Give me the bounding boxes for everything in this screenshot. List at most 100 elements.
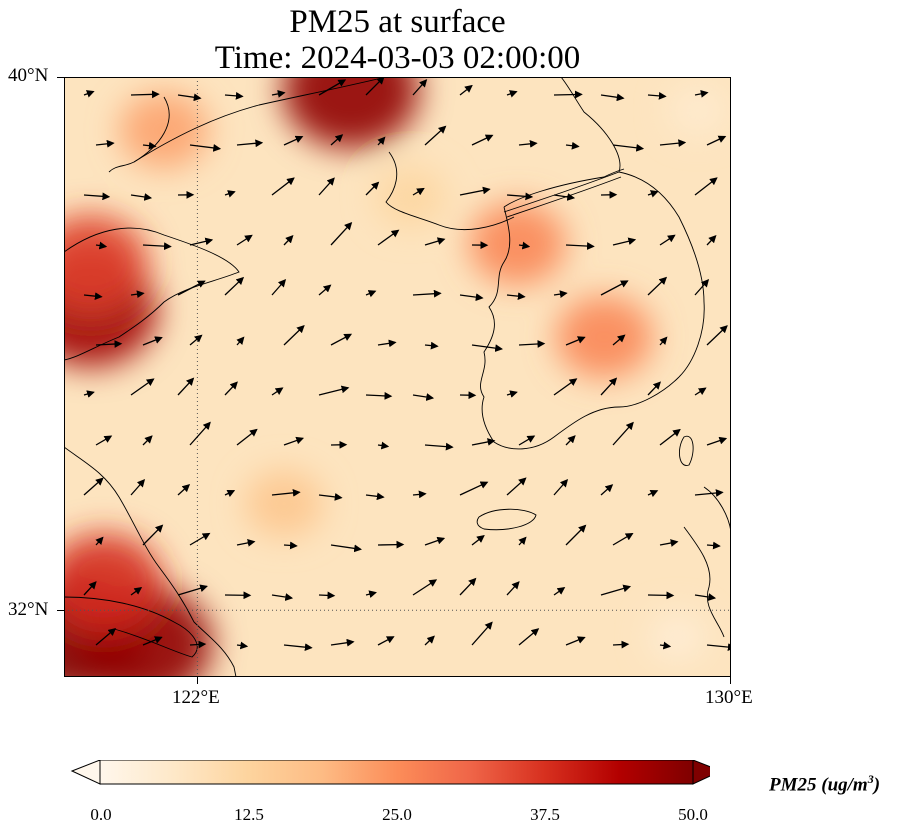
wind-arrow bbox=[330, 638, 355, 647]
lat-label-32N: 32°N bbox=[8, 599, 49, 620]
wind-arrow bbox=[518, 628, 540, 646]
wind-arrow bbox=[424, 536, 446, 546]
wind-arrow bbox=[224, 276, 245, 296]
wind-arrow bbox=[283, 436, 305, 446]
wind-arrow bbox=[506, 192, 534, 201]
wind-arrow bbox=[506, 477, 527, 496]
wind-arrow bbox=[365, 181, 380, 196]
wind-arrow bbox=[236, 336, 245, 346]
wind-arrow bbox=[130, 290, 145, 299]
wind-arrow bbox=[518, 340, 546, 348]
wind-arrow bbox=[412, 289, 442, 298]
wind-arrow bbox=[142, 524, 164, 546]
wind-arrow bbox=[271, 279, 287, 296]
coastline-korea-east bbox=[618, 171, 705, 378]
wind-arrow bbox=[659, 539, 679, 547]
colorbar-gradient bbox=[99, 760, 694, 785]
wind-arrow bbox=[83, 292, 103, 301]
wind-arrow bbox=[318, 493, 343, 501]
wind-arrow bbox=[130, 90, 160, 99]
wind-arrow bbox=[412, 79, 428, 96]
pm25-hotspot bbox=[668, 85, 728, 136]
wind-arrow bbox=[189, 640, 207, 649]
colorbar-tick-3: 37.5 bbox=[530, 805, 560, 824]
wind-arrow bbox=[412, 490, 427, 499]
colorbar-label: PM25 (ug/m3) bbox=[769, 772, 881, 796]
coastlines bbox=[64, 77, 731, 677]
wind-arrow bbox=[612, 421, 634, 446]
wind-arrow bbox=[377, 540, 405, 549]
wind-arrow bbox=[659, 234, 676, 246]
colorbar-tick-4: 50.0 bbox=[678, 805, 708, 824]
colorbar-extend-low bbox=[70, 760, 101, 785]
lat-tick-40N bbox=[57, 77, 64, 78]
wind-arrow bbox=[95, 241, 108, 250]
wind-arrow bbox=[236, 139, 264, 148]
wind-arrow bbox=[459, 84, 473, 96]
wind-arrow bbox=[83, 390, 95, 398]
colorbar-tick-2: 25.0 bbox=[382, 805, 412, 824]
pm25-map bbox=[64, 77, 731, 677]
wind-arrow bbox=[236, 234, 253, 246]
wind-arrow bbox=[95, 536, 104, 546]
wind-arrow bbox=[659, 336, 668, 346]
wind-arrow bbox=[95, 340, 123, 348]
wind-arrow bbox=[706, 135, 727, 146]
wind-arrow bbox=[271, 177, 295, 196]
wind-arrow bbox=[412, 579, 438, 596]
wind-arrow bbox=[459, 293, 484, 301]
colorbar bbox=[70, 760, 710, 785]
wind-arrow bbox=[283, 541, 298, 550]
yangtze-estuary bbox=[64, 596, 198, 658]
wind-arrow bbox=[83, 477, 104, 496]
chart-title-line-2: Time: 2024-03-03 02:00:00 bbox=[214, 40, 581, 76]
wind-arrow bbox=[694, 279, 710, 296]
pm25-hotspot bbox=[282, 77, 419, 149]
wind-arrow bbox=[706, 325, 728, 346]
wind-arrow bbox=[612, 143, 645, 152]
wind-arrow bbox=[95, 627, 117, 646]
wind-arrow bbox=[377, 229, 400, 246]
wind-arrow bbox=[365, 590, 377, 598]
wind-arrow bbox=[612, 334, 626, 346]
wind-arrow bbox=[553, 587, 566, 596]
wind-arrow bbox=[506, 90, 518, 98]
wind-arrow bbox=[600, 584, 632, 596]
wind-arrow bbox=[647, 190, 659, 198]
wind-arrow bbox=[647, 591, 675, 600]
wind-arrow bbox=[659, 641, 672, 650]
pm25-hotspot bbox=[469, 202, 566, 285]
pm25-hotspot bbox=[244, 470, 324, 538]
wind-arrow bbox=[365, 290, 377, 298]
wind-arrow bbox=[189, 421, 211, 446]
wind-arrow bbox=[706, 234, 717, 246]
wind-vectors bbox=[83, 77, 731, 652]
wind-arrow bbox=[612, 532, 634, 546]
wind-arrow bbox=[177, 584, 208, 596]
wind-arrow bbox=[224, 489, 236, 498]
wind-arrow bbox=[330, 544, 362, 553]
wind-arrow bbox=[518, 536, 527, 546]
wind-arrow bbox=[412, 187, 425, 196]
pm25-hotspot bbox=[119, 92, 209, 169]
wind-arrow bbox=[142, 141, 157, 150]
wind-arrow bbox=[224, 381, 238, 396]
wind-arrow bbox=[318, 591, 336, 600]
wind-arrow bbox=[553, 193, 576, 201]
coastline-korea-north bbox=[560, 77, 621, 173]
wind-arrow bbox=[377, 339, 397, 348]
wind-arrow bbox=[518, 435, 536, 446]
wind-arrow bbox=[142, 336, 163, 346]
wind-arrow bbox=[647, 489, 659, 498]
coastline-korea-west bbox=[480, 168, 680, 450]
wind-arrow bbox=[424, 635, 435, 646]
coastline-bohai-east bbox=[385, 151, 515, 231]
wind-arrow bbox=[365, 77, 385, 96]
wind-arrow bbox=[565, 524, 587, 546]
wind-arrow bbox=[600, 280, 629, 296]
wind-arrow bbox=[236, 539, 256, 547]
wind-arrow bbox=[224, 190, 236, 198]
pm25-hotspot bbox=[64, 533, 164, 634]
wind-arrow bbox=[271, 387, 284, 396]
pm25-hotspot bbox=[375, 166, 447, 228]
